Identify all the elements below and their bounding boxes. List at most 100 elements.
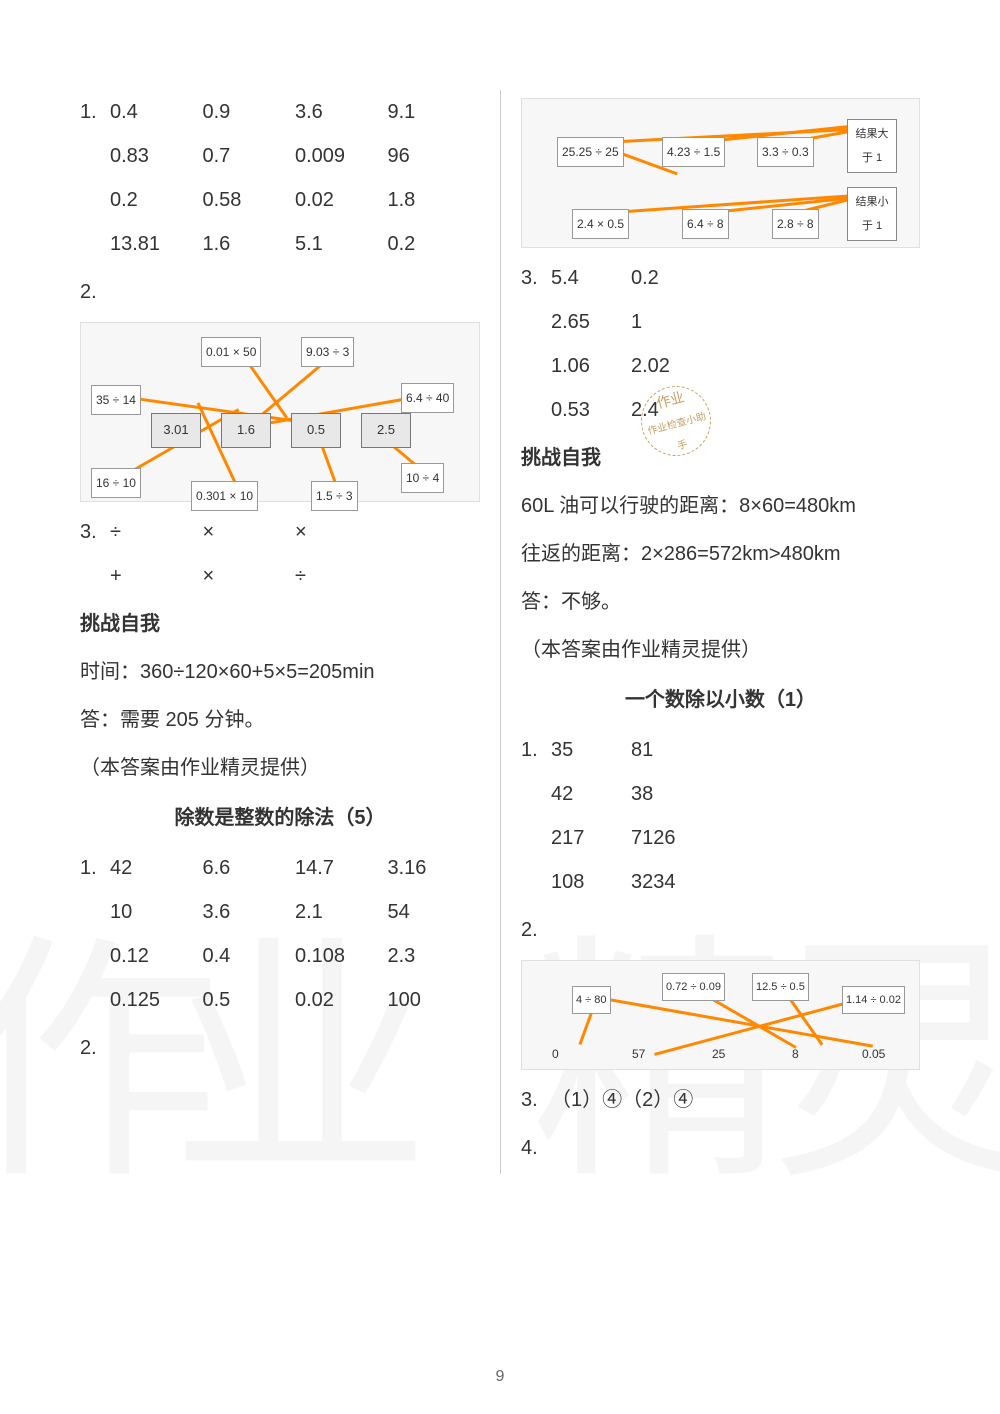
left-q3: 3. ÷ × × + × ÷ [80,510,480,598]
match-line [597,996,873,1048]
rq3-cell: 2.02 [631,344,711,388]
q3-cell: × [203,554,296,598]
s2q1-cell: 0.5 [203,978,296,1022]
q1-cell: 0.9 [203,90,296,134]
q1-cell: 0.4 [110,90,203,134]
snail-top-label: 12.5 ÷ 0.5 [752,973,809,1001]
q1-cell: 1.6 [203,222,296,266]
q1-cell: 0.02 [295,178,388,222]
ball-label: 9.03 ÷ 3 [301,337,354,367]
r-section-title: 一个数除以小数（1） [521,678,920,722]
right-q3: 3. 5.4 0.2 2.65 1 1.06 2.02 0.53 2.4 作业 [521,256,920,432]
s2q1-cell: 14.7 [295,846,388,890]
challenge-expr: 360÷120×60+5×5=205min [140,661,375,683]
q3-cell: + [110,554,203,598]
fish-label: 2.8 ÷ 8 [772,209,819,239]
q1-cell: 3.6 [295,90,388,134]
rq1-cell: 81 [631,728,711,772]
rq3-cell: 5.4 [551,256,631,300]
fish-label: 25.25 ÷ 25 [557,137,624,167]
r-challenge-answer: 答：不够。 [521,580,920,624]
s2q1-cell: 0.12 [110,934,203,978]
ball-label: 0.301 × 10 [191,481,258,511]
ball-label: 16 ÷ 10 [91,468,141,498]
rq3-label: 3. [521,256,551,300]
q1-cell: 0.2 [110,178,203,222]
q1-cell: 9.1 [388,90,481,134]
s2q1-label: 1. [80,846,110,890]
s2q1-cell: 0.108 [295,934,388,978]
s2q1-cell: 0.125 [110,978,203,1022]
s2q1-cell: 6.6 [203,846,296,890]
q3-cell: × [203,510,296,554]
q3-cell [388,510,481,554]
q1-cell: 0.7 [203,134,296,178]
rq1-cell: 7126 [631,816,711,860]
rq3-cell: 2.65 [551,300,631,344]
result-box: 结果小于 1 [847,187,897,241]
rq1-cell: 38 [631,772,711,816]
fish-label: 2.4 × 0.5 [572,209,629,239]
result-box: 结果大于 1 [847,119,897,173]
fish-label: 6.4 ÷ 8 [682,209,729,239]
q1-cell: 0.83 [110,134,203,178]
rq1-cell: 35 [551,728,631,772]
r-challenge-heading: 挑战自我 [521,436,920,480]
rq3b-text: （1）④（2）④ [551,1078,693,1122]
basketball-matching: 3.011.60.52.535 ÷ 140.01 × 509.03 ÷ 36.4… [80,322,480,502]
snail-top-label: 1.14 ÷ 0.02 [842,986,905,1014]
rq3-cell: 2.4 [631,388,711,432]
hoop-label: 0.5 [291,413,341,448]
rq1-cell: 42 [551,772,631,816]
snail-bottom-label: 0 [552,1041,559,1067]
s2q1-cell: 54 [388,890,481,934]
ball-label: 10 ÷ 4 [401,463,444,493]
q1-cell: 1.8 [388,178,481,222]
fish-matching: 结果大于 1结果小于 125.25 ÷ 254.23 ÷ 1.53.3 ÷ 0.… [521,98,920,248]
rq1-cell: 108 [551,860,631,904]
q1-cell: 96 [388,134,481,178]
match-line [654,996,867,1056]
challenge-line: 时间：360÷120×60+5×5=205min [80,650,480,694]
q1-cell: 5.1 [295,222,388,266]
rq3-cell: 1 [631,300,711,344]
q3-cell: × [295,510,388,554]
challenge-credit: （本答案由作业精灵提供） [80,746,480,790]
r-challenge-credit: （本答案由作业精灵提供） [521,628,920,672]
s2q1-cell: 2.3 [388,934,481,978]
snail-bottom-label: 0.05 [862,1041,885,1067]
hoop-label: 3.01 [151,413,201,448]
ball-label: 6.4 ÷ 40 [401,383,454,413]
section-title: 除数是整数的除法（5） [80,796,480,840]
rq3-cell: 0.2 [631,256,711,300]
q1-cell: 0.58 [203,178,296,222]
page-container: 1. 0.4 0.9 3.6 9.1 0.83 0.7 0.009 96 0.2… [0,0,1000,1214]
challenge-answer: 答：需要 205 分钟。 [80,698,480,742]
right-column: 结果大于 1结果小于 125.25 ÷ 254.23 ÷ 1.53.3 ÷ 0.… [500,90,930,1174]
snail-bottom-label: 25 [712,1041,725,1067]
snail-top-label: 0.72 ÷ 0.09 [662,973,725,1001]
hoop-label: 1.6 [221,413,271,448]
left-column: 1. 0.4 0.9 3.6 9.1 0.83 0.7 0.009 96 0.2… [70,90,500,1174]
s2q1-cell: 2.1 [295,890,388,934]
hoop-label: 2.5 [361,413,411,448]
challenge-heading: 挑战自我 [80,602,480,646]
q3-cell: ÷ [295,554,388,598]
q1-label: 1. [80,90,110,134]
rq1-cell: 3234 [631,860,711,904]
rq3-cell: 1.06 [551,344,631,388]
right-q1: 1. 35 81 42 38 217 7126 108 3234 [521,728,920,904]
q1-cell: 0.2 [388,222,481,266]
q3-cell: ÷ [110,510,203,554]
snail-top-label: 4 ÷ 80 [572,986,611,1014]
right-q4-label: 4. [521,1126,920,1170]
challenge-label: 时间： [80,661,140,683]
left-s2-q1: 1. 42 6.6 14.7 3.16 10 3.6 2.1 54 0.12 0… [80,846,480,1022]
rq1-label: 1. [521,728,551,772]
rq3b-label: 3. [521,1078,551,1122]
q3-label: 3. [80,510,110,554]
left-q1: 1. 0.4 0.9 3.6 9.1 0.83 0.7 0.009 96 0.2… [80,90,480,266]
snail-matching: 4 ÷ 800.72 ÷ 0.0912.5 ÷ 0.51.14 ÷ 0.0205… [521,960,920,1070]
left-q2-label: 2. [80,270,480,314]
right-q2-label: 2. [521,908,920,952]
